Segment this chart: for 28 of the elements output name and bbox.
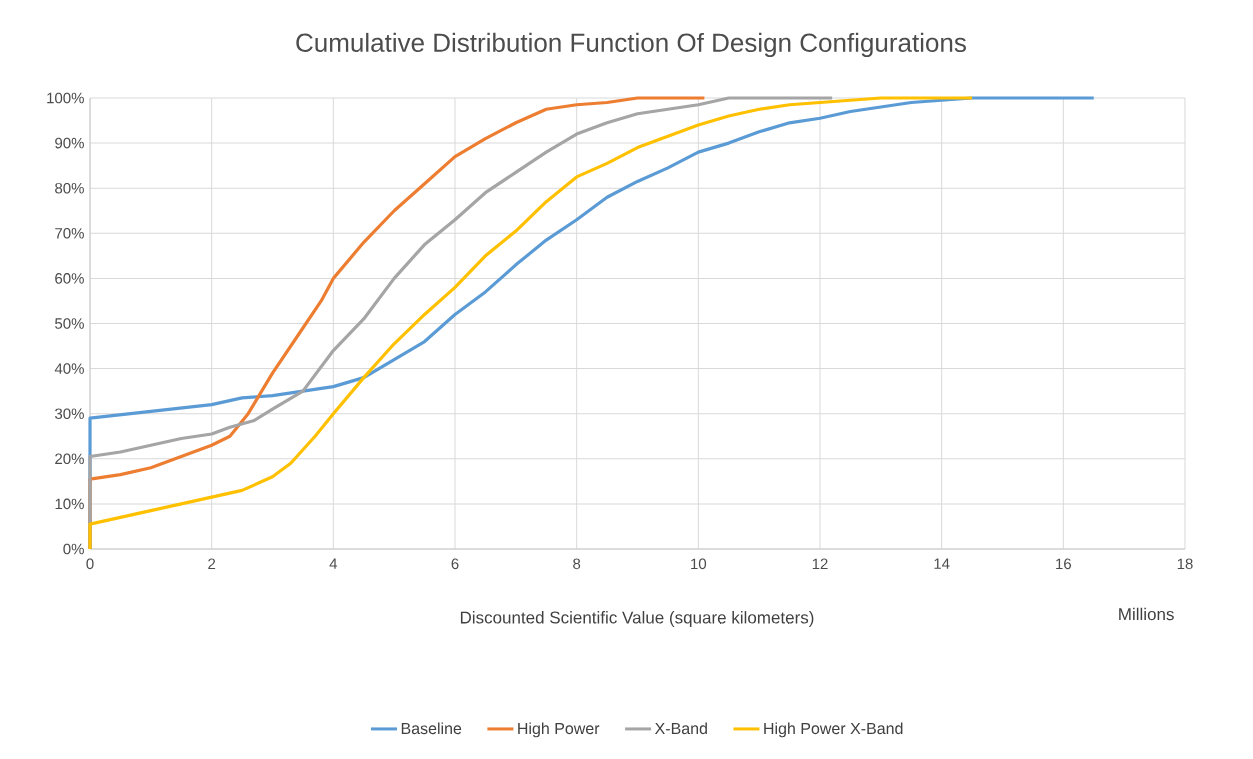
x-tick-label: 18 bbox=[1177, 558, 1193, 570]
x-tick-label: 16 bbox=[1056, 558, 1071, 570]
x-tick-label: 4 bbox=[329, 558, 338, 569]
y-tick-label: 30% bbox=[55, 408, 84, 419]
x-tick-label: 10 bbox=[691, 558, 707, 570]
legend-label: High Power bbox=[518, 722, 600, 738]
y-tick-label: 90% bbox=[55, 137, 84, 149]
x-tick-label: 8 bbox=[573, 558, 581, 570]
x-tick-label: 12 bbox=[812, 558, 828, 569]
y-tick-label: 20% bbox=[55, 453, 84, 465]
legend-label: X-Band bbox=[654, 722, 707, 735]
x-tick-label: 0 bbox=[86, 558, 94, 570]
x-axis-title: Discounted Scientific Value (square kilometers) bbox=[460, 611, 814, 627]
y-tick-label: 60% bbox=[55, 273, 84, 284]
x-tick-label: 2 bbox=[208, 558, 216, 569]
y-tick-label: 40% bbox=[54, 363, 84, 374]
legend-label: Baseline bbox=[401, 722, 462, 735]
y-tick-label: 100% bbox=[47, 92, 84, 104]
y-tick-label: 0% bbox=[63, 543, 84, 555]
y-tick-label: 70% bbox=[55, 227, 84, 239]
text: Millions bbox=[1119, 607, 1174, 621]
y-tick-label: 80% bbox=[55, 182, 84, 194]
x-tick-label: 6 bbox=[451, 558, 459, 570]
y-tick-label: 50% bbox=[55, 318, 84, 329]
y-tick-label: 10% bbox=[55, 498, 84, 510]
chart-title: Cumulative Distribution Function Of Design Configurations bbox=[296, 32, 966, 58]
legend-label: High Power X-Band bbox=[764, 722, 903, 738]
x-tick-label: 14 bbox=[934, 558, 950, 569]
